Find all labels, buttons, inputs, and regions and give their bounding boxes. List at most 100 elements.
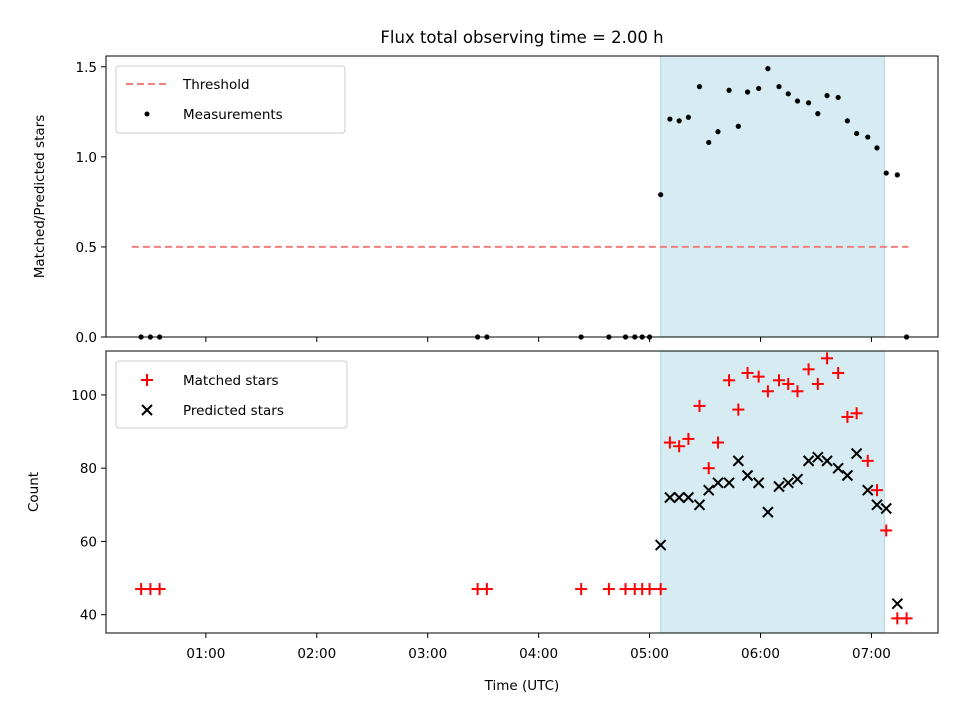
predicted-star-point (862, 484, 874, 496)
y-tick-label: 0.0 (76, 330, 97, 346)
matched-star-point (153, 583, 166, 596)
highlight-span-top (660, 55, 885, 338)
predicted-star-point (673, 491, 685, 504)
matched-legend-marker (141, 374, 153, 386)
matched-star-point (782, 377, 795, 390)
measurement-point (835, 94, 841, 101)
bottom-axes-frame (105, 350, 939, 634)
bottom-legend-box (115, 360, 348, 429)
matched-star-point (791, 385, 804, 398)
predicted-star-point (762, 506, 774, 518)
matched-star-point (811, 377, 824, 390)
measurement-point (676, 118, 682, 124)
predicted-star-point (693, 499, 706, 511)
top-axes-frame (105, 55, 939, 338)
matched-star-point (821, 352, 834, 365)
measurement-point (785, 91, 791, 97)
matched-star-point (575, 583, 588, 596)
highlight-span-bottom (660, 350, 885, 634)
predicted-star-point (712, 477, 724, 489)
measurement-point (894, 172, 900, 178)
top-y-axis: 0.0 0.5 1.0 1.5 (76, 60, 106, 346)
x-tick-label: 06:00 (741, 646, 780, 662)
matched-star-point (850, 407, 863, 420)
measurement-point (865, 134, 871, 140)
matched-star-point (663, 436, 676, 449)
measurement-point (794, 98, 801, 104)
measurements-legend-marker (144, 111, 150, 117)
measurement-point (883, 170, 889, 176)
predicted-star-point (791, 473, 804, 485)
x-tick-label: 04:00 (519, 646, 558, 662)
y-tick-label: 60 (80, 534, 97, 550)
matched-star-point (732, 403, 745, 416)
top-legend: Threshold Measurements (115, 65, 346, 134)
chart-title: Flux total observing time = 2.00 h (380, 28, 663, 47)
y-tick-label: 1.0 (76, 150, 97, 166)
matched-star-point (841, 410, 854, 423)
measurement-point (667, 116, 673, 122)
panel-counts: 40 60 80 100 01:00 02:00 03:00 04:00 05:00 06:00… (26, 350, 939, 694)
matched-star-point (880, 524, 893, 537)
predicted-star-point (841, 469, 854, 482)
matched-star-point (702, 462, 715, 475)
bottom-x-axis: 01:00 02:00 03:00 04:00 05:00 06:00 07:00 (186, 633, 891, 662)
measurement-point (776, 84, 782, 90)
matched-star-point (741, 366, 754, 379)
predicted-star-point (802, 455, 815, 467)
measurement-point (874, 145, 880, 151)
matched-star-point (673, 440, 686, 453)
measurement-point (685, 114, 692, 120)
matched-star-point (752, 370, 765, 383)
predicted-star-point (654, 539, 667, 551)
measurement-point (696, 84, 703, 90)
threshold-legend-label: Threshold (182, 77, 250, 93)
predicted-star-point (880, 502, 892, 515)
panel-ratio: 0.0 0.5 1.0 1.5 Matched/Predicted stars Thr… (32, 55, 939, 346)
y-tick-label: 80 (80, 461, 97, 477)
matched-star-point (772, 374, 785, 387)
matched-star-point (711, 436, 724, 449)
predicted-star-point (782, 477, 794, 489)
predicted-star-point (664, 491, 676, 504)
predicted-star-point (752, 477, 765, 489)
bottom-y-axis: 40 60 80 100 (71, 388, 106, 624)
bottom-y-axis-label: Count (26, 472, 42, 512)
measurement-point (726, 87, 732, 93)
matched-star-point (682, 432, 695, 445)
matched-star-point (761, 385, 774, 398)
predicted-star-point (682, 491, 695, 504)
matched-star-point (802, 363, 815, 376)
bottom-x-axis-label: Time (UTC) (484, 678, 560, 694)
matched-star-point (861, 454, 874, 467)
measurement-point (824, 93, 830, 99)
matched-star-point (480, 583, 493, 596)
x-tick-label: 07:00 (852, 646, 891, 662)
x-tick-label: 03:00 (408, 646, 447, 662)
matched-star-point (654, 583, 667, 596)
bottom-series-layer (135, 352, 913, 625)
matched-star-point (643, 583, 656, 596)
predicted-star-point (723, 477, 735, 489)
x-tick-label: 01:00 (186, 646, 225, 662)
predicted-star-point (850, 447, 863, 460)
predicted-star-point (732, 455, 745, 467)
matched-star-point (900, 612, 913, 625)
predicted-star-point (741, 469, 754, 482)
measurement-point (706, 139, 712, 146)
predicted-legend-label: Predicted stars (183, 403, 284, 419)
measurement-point (805, 100, 812, 106)
top-y-axis-label: Matched/Predicted stars (32, 115, 48, 278)
measurement-point (854, 130, 860, 137)
matched-star-point (693, 399, 706, 412)
measurement-point (715, 129, 721, 135)
predicted-star-point (821, 455, 833, 467)
y-tick-label: 100 (71, 388, 97, 404)
predicted-star-point (703, 484, 715, 496)
predicted-legend-marker (141, 404, 153, 416)
predicted-star-point (832, 462, 844, 474)
predicted-star-point (871, 499, 883, 511)
matched-legend-label: Matched stars (183, 373, 279, 389)
bottom-legend: Matched stars Predicted stars (115, 360, 348, 429)
